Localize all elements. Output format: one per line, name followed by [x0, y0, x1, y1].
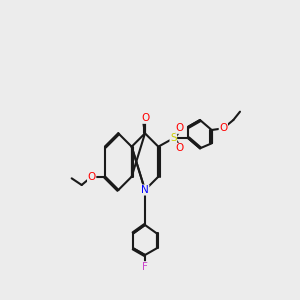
Text: O: O [141, 113, 149, 123]
Text: F: F [142, 262, 148, 272]
Text: O: O [176, 123, 184, 133]
Text: N: N [141, 185, 149, 195]
Text: O: O [176, 143, 184, 153]
Text: S: S [170, 133, 177, 143]
Text: O: O [88, 172, 96, 182]
Text: O: O [219, 123, 227, 133]
